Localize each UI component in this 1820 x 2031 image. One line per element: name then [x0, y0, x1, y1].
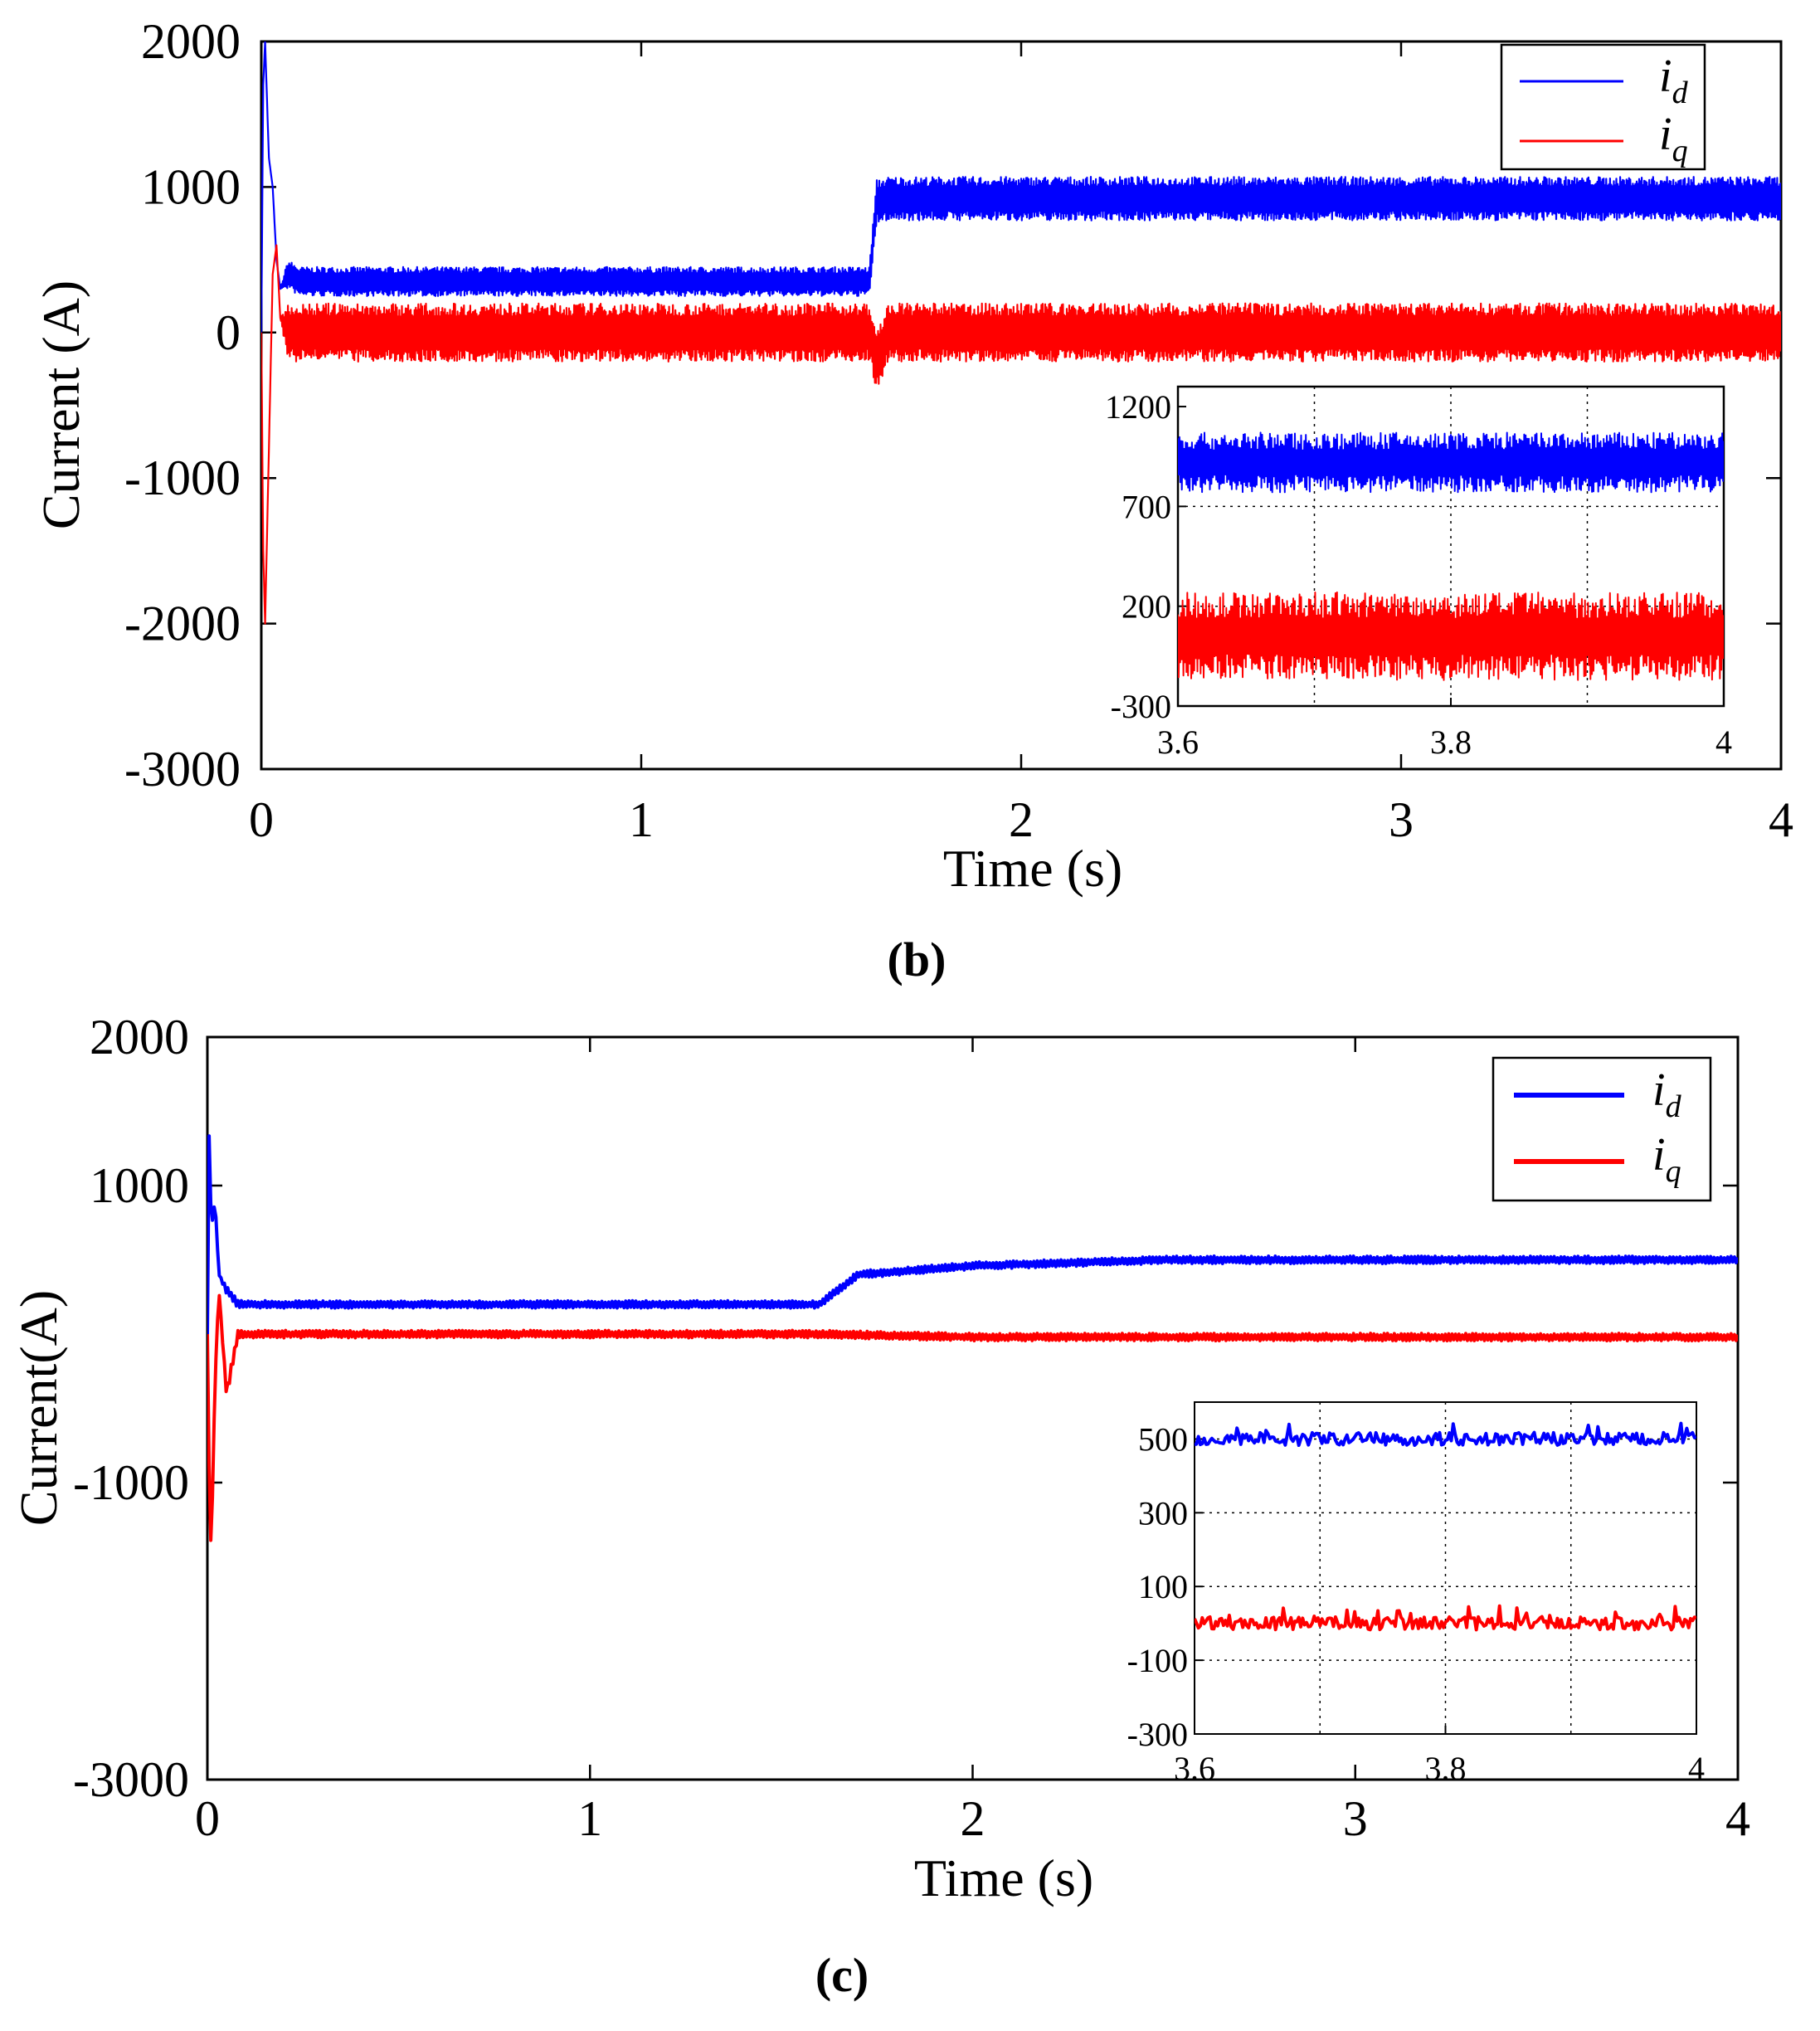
- ytick-label: -1000: [73, 1455, 189, 1510]
- inset-ytick-label: 200: [1122, 588, 1171, 626]
- panel-c-legend-id-label: id: [1652, 1064, 1682, 1124]
- panel-b-inset-ytick-labels: 1200 700 200 -300: [1105, 388, 1171, 725]
- panel-c-legend-iq-label: iq: [1652, 1129, 1681, 1189]
- panel-c-legend-box: [1492, 1056, 1712, 1202]
- panel-c-xlabel: Time (s): [914, 1848, 1093, 1907]
- panel-b-xlabel: Time (s): [943, 839, 1122, 898]
- inset-ytick-label: 700: [1122, 488, 1171, 525]
- panel-b-inset-xtick-labels: 3.6 3.8 4: [1157, 723, 1732, 761]
- ytick-label: 1000: [90, 1158, 189, 1213]
- xtick-label: 4: [1725, 1791, 1750, 1846]
- inset-xtick-label: 4: [1715, 723, 1732, 761]
- panel-c-tick-marks: [206, 1035, 1740, 1781]
- ytick-label: -1000: [124, 451, 241, 505]
- series-line-iq: [207, 1293, 1738, 1542]
- panel-b-label: (b): [888, 933, 946, 986]
- inset-xtick-label: 3.6: [1174, 1750, 1215, 1787]
- inset-ytick-label: 100: [1138, 1568, 1188, 1605]
- panel-c: 2000 1000 -1000 -3000 0 1 2 3 4 Current(A) Time…: [9, 1010, 1750, 2002]
- xtick-label: 0: [249, 792, 274, 847]
- series-line-id: [261, 41, 1781, 333]
- panel-b: 2000 1000 0 -1000 -2000 -3000 0 1 2 3 4 Current (…: [32, 14, 1793, 986]
- panel-c-legend: id iq: [1492, 1056, 1712, 1202]
- xtick-label: 1: [629, 792, 654, 847]
- inset-series-line-iq: [1195, 1604, 1696, 1632]
- ytick-label: -3000: [73, 1752, 189, 1807]
- inset-ytick-label: 300: [1138, 1494, 1188, 1532]
- inset-xtick-label: 3.6: [1157, 723, 1199, 761]
- xtick-label: 1: [577, 1791, 602, 1846]
- xtick-label: 3: [1389, 792, 1414, 847]
- ytick-label: -2000: [124, 597, 241, 651]
- panel-b-legend-id-label: id: [1659, 51, 1689, 110]
- xtick-label: 2: [1009, 792, 1034, 847]
- inset-ytick-label: -100: [1127, 1642, 1188, 1679]
- panel-b-legend-box: [1500, 43, 1706, 171]
- panel-c-ylabel: Current(A): [9, 1290, 68, 1526]
- ytick-label: -3000: [124, 742, 241, 796]
- panel-b-inset: 1200 700 200 -300 3.6 3.8 4: [1105, 385, 1732, 761]
- ytick-label: 1000: [141, 159, 241, 214]
- series-line-iq: [261, 244, 1781, 625]
- panel-c-inset: 500 300 100 -100 -300 3.6 3.8 4: [1127, 1401, 1705, 1787]
- xtick-label: 3: [1343, 1791, 1368, 1846]
- xtick-label: 0: [195, 1791, 220, 1846]
- ytick-label: 2000: [90, 1010, 189, 1064]
- inset-xtick-label: 3.8: [1430, 723, 1472, 761]
- inset-ytick-label: 1200: [1105, 388, 1171, 426]
- panel-c-inset-ytick-labels: 500 300 100 -100 -300: [1127, 1420, 1188, 1753]
- xtick-label: 4: [1769, 792, 1793, 847]
- inset-ytick-label: -300: [1127, 1716, 1188, 1753]
- inset-xtick-label: 4: [1688, 1750, 1705, 1787]
- series-line-id: [207, 1134, 1738, 1335]
- panel-b-ylabel: Current (A): [32, 280, 90, 529]
- panel-c-xtick-labels: 0 1 2 3 4: [195, 1791, 1750, 1846]
- inset-series-line-id: [1195, 1421, 1696, 1447]
- panel-c-inset-xtick-labels: 3.6 3.8 4: [1174, 1750, 1705, 1787]
- panel-b-legend-iq-label: iq: [1659, 109, 1688, 168]
- panel-c-label: (c): [815, 1948, 869, 2002]
- xtick-label: 2: [961, 1791, 985, 1846]
- inset-ytick-label: -300: [1111, 688, 1171, 725]
- ytick-label: 0: [216, 305, 241, 360]
- panel-b-plot-area: [261, 41, 1781, 625]
- panel-b-xtick-labels: 0 1 2 3 4: [249, 792, 1793, 847]
- inset-ytick-label: 500: [1138, 1420, 1188, 1458]
- panel-b-legend: id iq: [1500, 43, 1706, 171]
- panel-c-ytick-labels: 2000 1000 -1000 -3000: [73, 1010, 189, 1807]
- inset-xtick-label: 3.8: [1425, 1750, 1467, 1787]
- inset-series-line-id: [1178, 431, 1724, 494]
- panel-b-ytick-labels: 2000 1000 0 -1000 -2000 -3000: [124, 14, 241, 796]
- ytick-label: 2000: [141, 14, 241, 69]
- inset-series-line-iq: [1178, 591, 1724, 681]
